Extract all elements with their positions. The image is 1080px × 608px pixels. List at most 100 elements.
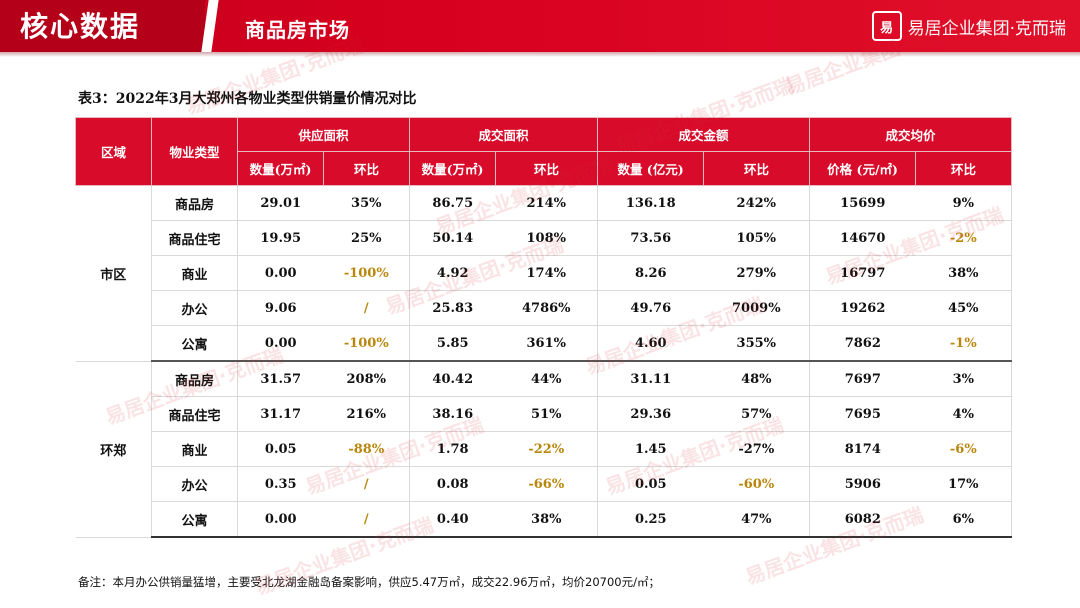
value-cell: 38.16: [409, 396, 496, 432]
type-cell: 商品住宅: [151, 220, 238, 256]
value-cell: /: [323, 290, 411, 326]
value-cell: 31.57: [237, 361, 324, 397]
table-caption: 表3：2022年3月大郑州各物业类型供销量价情况对比: [78, 91, 417, 107]
value-cell: 0.05: [237, 431, 324, 467]
value-cell: 19.95: [237, 220, 324, 256]
value-cell: 73.56: [597, 220, 704, 256]
value-cell: 47%: [703, 501, 811, 538]
value-cell: 38%: [495, 501, 599, 538]
value-cell: 9.06: [237, 290, 324, 326]
value-cell: -100%: [323, 255, 411, 291]
value-cell: 4%: [915, 396, 1013, 432]
data-table: 区域 物业类型 供应面积 成交面积 成交金额 成交均价 数量(万㎡) 环比 数量…: [75, 117, 1013, 538]
value-cell: 45%: [915, 290, 1013, 326]
value-cell: -27%: [703, 431, 811, 467]
value-cell: 4.60: [597, 325, 704, 362]
value-cell: 7697: [809, 361, 916, 397]
col-group-supply: 供应面积: [236, 117, 411, 152]
type-cell: 商业: [151, 255, 238, 291]
col-sub: 数量(万㎡): [409, 151, 497, 186]
col-sub: 环比: [703, 151, 811, 186]
value-cell: 216%: [323, 396, 411, 432]
value-cell: 7862: [809, 325, 916, 362]
type-cell: 公寓: [151, 325, 238, 362]
col-sub: 环比: [915, 151, 1013, 186]
value-cell: 5.85: [409, 325, 496, 362]
value-cell: 3%: [915, 361, 1013, 397]
value-cell: 17%: [915, 466, 1013, 502]
value-cell: 14670: [809, 220, 916, 256]
value-cell: 49.76: [597, 290, 704, 326]
value-cell: 7009%: [703, 290, 811, 326]
col-sub: 数量(万㎡): [237, 151, 324, 186]
value-cell: 15699: [809, 185, 916, 221]
table-row: 办公 9.06/25.83 4786% 49.76 7009% 19262 45%: [76, 290, 1013, 326]
value-cell: 208%: [323, 361, 411, 397]
value-cell: 29.36: [597, 396, 704, 432]
table-row: 市区 商品房 29.01 35% 86.75 214% 136.18 242% 15699 9%: [75, 185, 1013, 362]
value-cell: 279%: [703, 255, 811, 291]
header-bar: 核心数据 商品房市场 易 易居企业集团·克而瑞: [0, 0, 1080, 52]
value-cell: 8174: [809, 431, 916, 467]
table-row: 商品住宅 19.95 25% 50.14 108% 73.56 105% 14670 -2%: [76, 220, 1013, 256]
table-row: 商业 0.00 -100% 4.92 174% 8.26 279% 16797 38%: [76, 255, 1013, 291]
col-sub: 环比: [322, 151, 411, 186]
value-cell: 108%: [495, 220, 599, 256]
value-cell: 242%: [703, 185, 811, 221]
value-cell: 1.45: [597, 431, 704, 467]
value-cell: 50.14: [409, 220, 496, 256]
value-cell: 0.00: [237, 325, 324, 362]
type-cell: 办公: [151, 466, 238, 502]
value-cell: 48%: [703, 361, 811, 397]
value-cell: 4786%: [495, 290, 599, 326]
col-group-deal-area: 成交面积: [409, 117, 599, 152]
table-body: 市区 商品房 29.01 35% 86.75 214% 136.18 242% 15699 9% 商…: [75, 185, 1013, 538]
value-cell: 0.40: [409, 501, 496, 538]
value-cell: 6%: [915, 501, 1013, 538]
type-cell: 商品住宅: [151, 396, 238, 432]
value-cell: 29.01: [237, 185, 324, 221]
value-cell: 38%: [915, 255, 1013, 291]
type-cell: 商业: [151, 431, 238, 467]
value-cell: 0.25: [597, 501, 704, 538]
value-cell: 16797: [809, 255, 916, 291]
value-cell: 6082: [809, 501, 916, 538]
table-row: 公寓 0.00 -100% 5.85 361% 4.60 355% 7862 -1%: [76, 325, 1013, 362]
region-cell: 环郑: [75, 361, 152, 538]
value-cell: 4.92: [409, 255, 496, 291]
value-cell: -100%: [323, 325, 411, 362]
table-row: 公寓 0.00/0.40 38% 0.25 47% 6082 6%: [76, 501, 1013, 538]
table-row: 商品住宅 31.17 216% 38.16 51% 29.36 57% 7695 4%: [76, 396, 1013, 432]
value-cell: 7695: [809, 396, 916, 432]
sub-title: 商品房市场: [245, 18, 350, 42]
region-cell: 市区: [75, 185, 152, 362]
value-cell: 361%: [495, 325, 599, 362]
value-cell: 31.11: [597, 361, 704, 397]
value-cell: 8.26: [597, 255, 704, 291]
value-cell: /: [323, 466, 411, 502]
title-box: [0, 0, 205, 52]
value-cell: 19262: [809, 290, 916, 326]
value-cell: 0.35: [237, 466, 324, 502]
type-cell: 商品房: [151, 185, 238, 221]
type-cell: 商品房: [151, 361, 238, 397]
value-cell: 25%: [323, 220, 411, 256]
value-cell: 0.05: [597, 466, 704, 502]
value-cell: 0.00: [237, 501, 324, 538]
type-cell: 办公: [151, 290, 238, 326]
value-cell: 51%: [495, 396, 599, 432]
value-cell: /: [323, 501, 411, 538]
table-row: 商业 0.05 -88% 1.78 -22% 1.45 -27% 8174 -6%: [76, 431, 1013, 467]
value-cell: 44%: [495, 361, 599, 397]
value-cell: -6%: [915, 431, 1013, 467]
type-cell: 公寓: [151, 501, 238, 538]
value-cell: -88%: [323, 431, 411, 467]
value-cell: 136.18: [597, 185, 704, 221]
table-row: 办公 0.35/0.08 -66% 0.05 -60% 5906 17%: [76, 466, 1013, 502]
value-cell: 0.08: [409, 466, 496, 502]
header-shadow: [0, 52, 1080, 57]
brand: 易 易居企业集团·克而瑞: [871, 10, 1066, 42]
value-cell: -1%: [915, 325, 1013, 362]
col-sub: 环比: [495, 151, 599, 186]
col-sub: 价格 (元/㎡): [809, 151, 917, 186]
